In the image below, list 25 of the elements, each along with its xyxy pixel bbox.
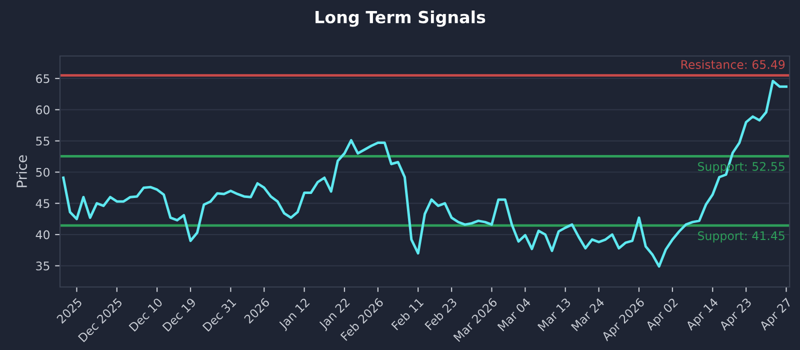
- x-tick-label: Apr 02: [644, 298, 680, 332]
- x-tick-label: Dec 10: [128, 297, 163, 332]
- x-tick-label: Apr 14: [685, 297, 720, 332]
- x-tick-label: Dec 19: [162, 297, 196, 332]
- chart-title: Long Term Signals: [316, 10, 486, 27]
- x-tick-label: Mar 13: [537, 298, 572, 332]
- x-tick-label: Apr 27: [758, 298, 794, 332]
- y-tick-label: 55: [36, 136, 50, 146]
- x-tick-label: Dec 31: [202, 298, 236, 332]
- y-tick-label: 45: [36, 199, 50, 208]
- x-tick-label: Feb 23: [424, 297, 458, 330]
- x-tick-label: Feb 11: [390, 297, 424, 330]
- y-tick-label: 35: [36, 261, 50, 270]
- y-tick-label: 50: [36, 168, 50, 177]
- y-axis-title: Price: [16, 155, 28, 188]
- y-tick-label: 60: [36, 105, 50, 114]
- y-tick-label: 65: [36, 74, 50, 84]
- ref-line-label: Resistance: 65.49: [681, 60, 785, 69]
- y-tick-label: 40: [36, 230, 50, 240]
- x-tick-label: Apr 23: [718, 298, 754, 332]
- x-tick-label: Mar 04: [497, 297, 532, 332]
- line-series: [62, 80, 788, 268]
- ref-line-label: Support: 41.45: [698, 231, 784, 242]
- x-tick-label: Jan 12: [278, 298, 312, 332]
- x-tick-label: Mar 24: [570, 297, 605, 332]
